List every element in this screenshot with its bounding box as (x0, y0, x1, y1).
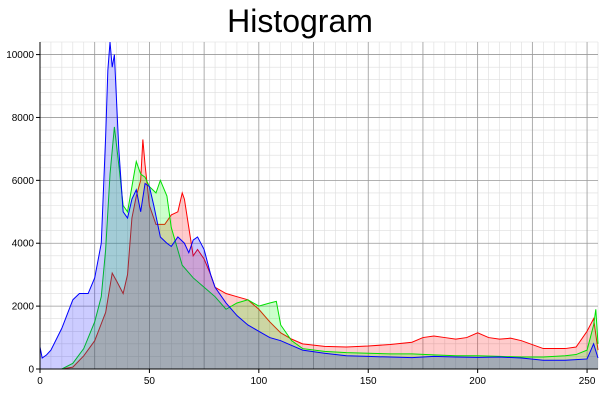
chart-title: Histogram (227, 3, 373, 39)
y-tick-label: 10000 (6, 50, 34, 61)
y-tick-label: 8000 (12, 113, 35, 124)
series-area-1 (40, 126, 598, 369)
x-tick-label: 200 (469, 376, 486, 387)
x-tick-label: 100 (250, 376, 267, 387)
y-tick-label: 2000 (12, 302, 35, 313)
series-line-1 (40, 126, 599, 370)
series-area-0 (40, 139, 598, 369)
x-tick-label: 0 (37, 376, 43, 387)
series-line-2 (39, 41, 599, 361)
series-area-2 (40, 42, 598, 369)
x-tick-label: 50 (144, 376, 156, 387)
x-tick-label: 250 (579, 376, 596, 387)
y-tick-label: 4000 (12, 239, 35, 250)
y-tick-label: 0 (28, 365, 34, 376)
y-tick-label: 6000 (12, 176, 35, 187)
x-tick-label: 150 (360, 376, 377, 387)
series-line-0 (40, 139, 599, 370)
